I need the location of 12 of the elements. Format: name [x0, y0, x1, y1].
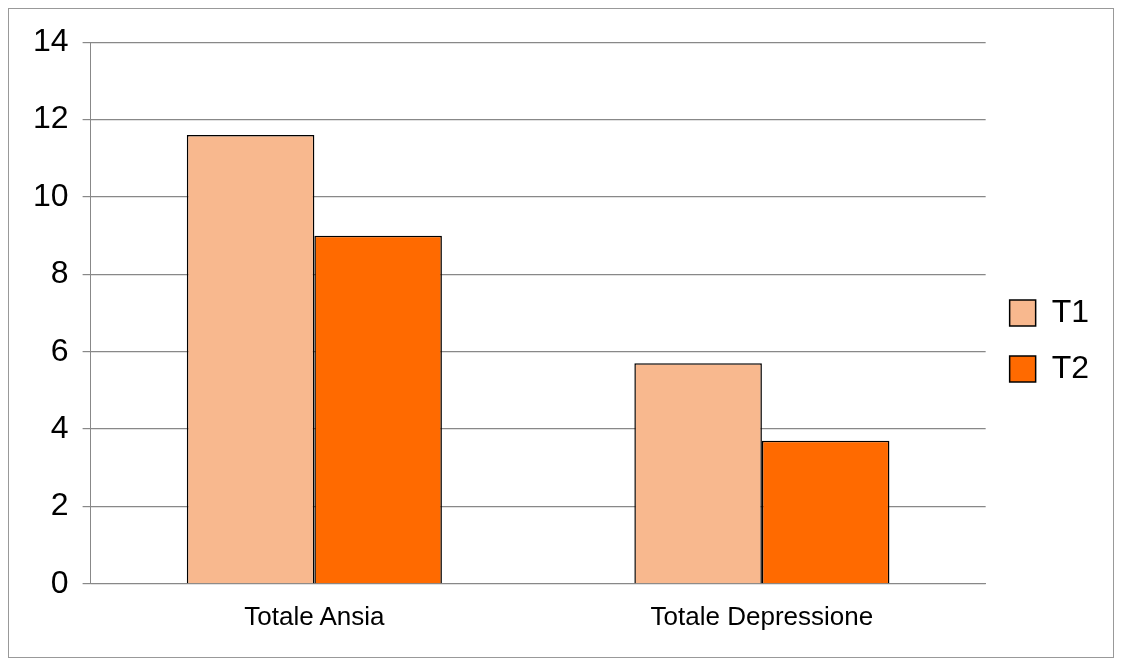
x-tick-label: Totale Depressione — [650, 600, 874, 631]
y-tick-label: 2 — [50, 486, 69, 523]
x-tick-label: Totale Ansia — [244, 600, 385, 631]
y-tick-label: 6 — [50, 331, 69, 368]
y-tick-label: 0 — [50, 563, 69, 600]
y-tick-label: 10 — [33, 176, 69, 213]
y-tick-label: 12 — [33, 99, 69, 136]
y-tick-label: 4 — [50, 408, 69, 445]
legend-label: T2 — [1051, 348, 1089, 385]
legend-label: T1 — [1051, 292, 1089, 329]
y-tick-label: 8 — [50, 254, 69, 291]
y-tick-label: 14 — [33, 22, 69, 59]
